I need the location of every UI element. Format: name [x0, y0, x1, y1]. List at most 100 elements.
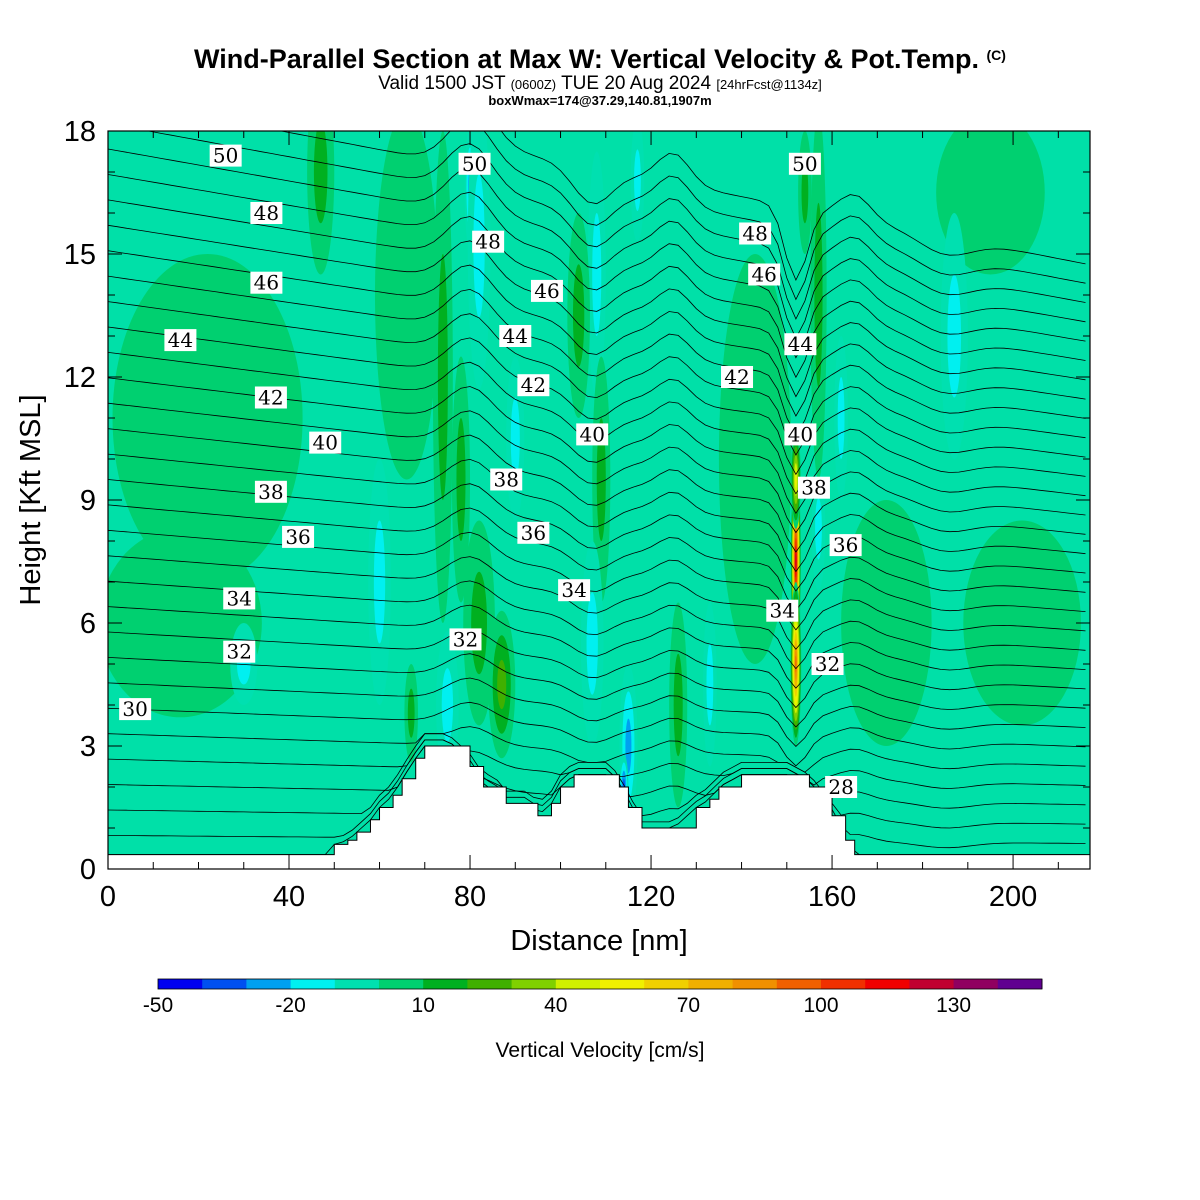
- velocity-feature-15-2: [673, 653, 683, 757]
- theta-contours: [108, 131, 1086, 855]
- contour-label-box: [250, 271, 283, 294]
- x-tick-label-160: 160: [808, 881, 856, 913]
- theta-contour-line: [108, 453, 1086, 573]
- contour-label-box: [223, 587, 256, 610]
- contour-label-box: [721, 366, 754, 388]
- contour-label-40: 40: [309, 431, 342, 455]
- velocity-feature-27-2: [407, 688, 415, 738]
- contour-label-text: 28: [828, 775, 853, 799]
- colorbar-swatch-15: [821, 979, 866, 989]
- contour-label-box: [825, 776, 858, 798]
- contour-label-box: [490, 468, 523, 491]
- velocity-feature-22-2: [801, 161, 809, 224]
- chart-title-text: Wind-Parallel Section at Max W: Vertical…: [194, 44, 979, 74]
- theta-contour-line: [108, 726, 1086, 773]
- colorbar-swatch-8: [511, 979, 557, 989]
- valid-prefix: Valid 1500 JST: [378, 73, 506, 94]
- contour-label-34: 34: [558, 578, 591, 602]
- colorbar-tick-label: -20: [275, 994, 305, 1017]
- velocity-feature-20-2: [815, 497, 822, 560]
- colorbar: -50 -20 10 40 70 100 130: [143, 978, 1043, 1017]
- colorbar-swatch-18: [953, 979, 999, 989]
- velocity-feature-26-2: [373, 520, 386, 644]
- contour-label-32: 32: [449, 627, 482, 651]
- valid-date: TUE 20 Aug 2024: [561, 73, 712, 94]
- theta-contour-line: [108, 224, 1086, 398]
- contour-label-46: 46: [250, 271, 283, 295]
- contour-label-box: [788, 152, 821, 175]
- contour-label-42: 42: [721, 365, 754, 389]
- contour-label-text: 40: [312, 431, 337, 455]
- contour-label-text: 40: [788, 422, 813, 446]
- colorbar-swatch-3: [290, 979, 336, 989]
- title-block: Wind-Parallel Section at Max W: Vertical…: [0, 40, 1200, 108]
- contour-label-text: 38: [258, 480, 283, 504]
- contour-label-text: 42: [258, 386, 283, 410]
- contour-label-box: [517, 374, 550, 397]
- contour-label-text: 38: [801, 476, 826, 500]
- colorbar-swatch-16: [865, 979, 910, 989]
- theta-contour-line: [108, 402, 1086, 534]
- colorbar-swatch-9: [555, 979, 601, 989]
- velocity-feature-28-2: [947, 274, 962, 398]
- theta-contour-line: [108, 148, 1086, 340]
- theta-contour-line: [108, 739, 1086, 789]
- x-tick-label-80: 80: [454, 881, 486, 913]
- valid-time-line: Valid 1500 JST (0600Z) TUE 20 Aug 2024 […: [0, 74, 1200, 94]
- x-axis-title: Distance [nm]: [510, 925, 687, 957]
- velocity-feature-5-2: [572, 264, 585, 367]
- contour-label-text: 34: [227, 586, 252, 610]
- contour-label-box: [254, 480, 287, 503]
- contour-label-box: [576, 423, 609, 446]
- updraft-region-1: [108, 528, 262, 718]
- box-info: boxWmax=174@37.29,140.81,1907m: [488, 93, 712, 108]
- velocity-field: [108, 131, 1090, 869]
- colorbar-tick-label: 40: [544, 994, 567, 1017]
- theta-contour-line: [108, 604, 1086, 689]
- colorbar-tick-label: -50: [143, 994, 173, 1017]
- contour-label-text: 36: [285, 525, 310, 549]
- colorbar-swatch-0: [158, 979, 203, 989]
- contour-label-48: 48: [250, 201, 283, 225]
- theta-contour-line: [279, 131, 1086, 301]
- velocity-feature-3-2: [592, 213, 602, 336]
- colorbar-swatch-12: [688, 979, 734, 989]
- contour-label-box: [784, 333, 817, 356]
- x-tick-label-0: 0: [100, 881, 116, 913]
- velocity-feature-8-2: [456, 418, 466, 541]
- contour-label-box: [797, 476, 830, 499]
- theta-contour-line: [108, 677, 1086, 747]
- updraft-region-6: [936, 131, 1045, 275]
- y-tick-label-9: 9: [80, 485, 96, 517]
- contour-label-40: 40: [784, 422, 817, 446]
- theta-contour-line: [108, 199, 1086, 379]
- colorbar-swatch-4: [334, 979, 380, 989]
- colorbar-tick-label: 10: [412, 994, 435, 1017]
- contour-label-text: 40: [579, 422, 604, 446]
- contour-label-46: 46: [748, 263, 781, 287]
- velocity-feature-23-2: [837, 377, 845, 459]
- contour-label-box: [209, 144, 242, 167]
- valid-utc: (0600Z): [510, 77, 557, 92]
- contour-label-text: 44: [168, 328, 193, 352]
- updraft-region-5: [963, 520, 1081, 726]
- contour-label-text: 50: [462, 152, 487, 176]
- contour-label-box: [766, 599, 799, 622]
- contour-label-text: 32: [227, 640, 252, 664]
- colorbar-swatch-13: [732, 979, 778, 989]
- updraft-region-2: [375, 131, 439, 480]
- contour-label-34: 34: [223, 586, 256, 610]
- colorbar-swatch-6: [423, 979, 468, 989]
- contour-label-text: 44: [503, 324, 528, 348]
- contour-label-text: 50: [792, 152, 817, 176]
- y-tick-label-3: 3: [80, 731, 96, 763]
- contour-label-34: 34: [766, 599, 799, 623]
- theta-contour-line: [108, 580, 1086, 670]
- contour-label-40: 40: [576, 422, 609, 446]
- contour-label-text: 36: [521, 521, 546, 545]
- theta-contour-line: [108, 301, 1086, 456]
- colorbar-swatch-1: [202, 979, 247, 989]
- contour-label-box: [458, 152, 491, 175]
- contour-label-48: 48: [472, 230, 505, 254]
